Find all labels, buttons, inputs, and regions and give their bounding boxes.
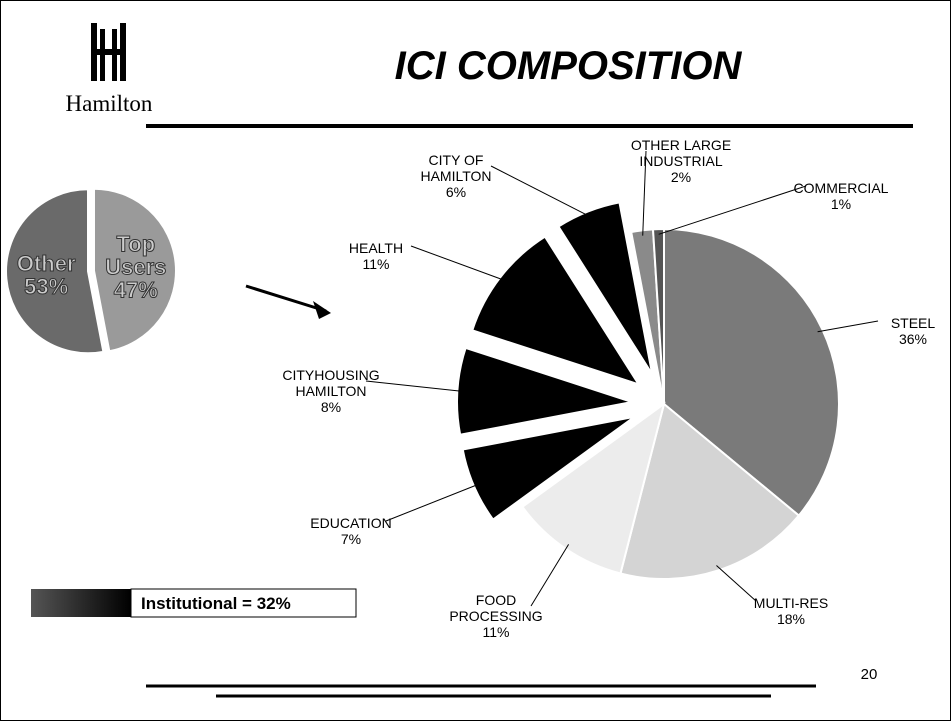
pie-slice: [651, 227, 665, 405]
pie-slice: [92, 187, 177, 353]
leader-line: [642, 150, 647, 236]
leader-line: [410, 245, 505, 281]
slice-label: HEALTH 11%: [321, 240, 431, 272]
slice-category: Other: [16, 251, 76, 277]
pie-slice: [557, 201, 654, 375]
leader-line: [817, 320, 879, 333]
slice-label: CITY OF HAMILTON 6%: [401, 152, 511, 200]
leader-line: [530, 544, 570, 607]
slice-label: FOOD PROCESSING 11%: [441, 592, 551, 640]
slice-label: CITYHOUSING HAMILTON 8%: [276, 367, 386, 415]
slice-value: 53%: [24, 274, 69, 300]
slice-value: 7%: [340, 531, 362, 547]
slice-category: COMMERCIAL: [793, 180, 889, 196]
slice-value: 1%: [830, 196, 852, 212]
pie-slice: [5, 188, 105, 355]
slice-category: EDUCATION: [310, 515, 392, 531]
slice-value: 36%: [898, 331, 928, 347]
legend-swatch: [31, 589, 131, 617]
logo-icon: [91, 23, 126, 81]
arrow-head: [313, 301, 331, 319]
pie-slice: [663, 227, 840, 517]
logo-text: Hamilton: [66, 91, 153, 116]
page-number: 20: [861, 666, 878, 683]
slice-value: 18%: [776, 611, 806, 627]
slice-category: OTHER LARGE INDUSTRIAL: [630, 137, 732, 169]
slide-title: ICI COMPOSITION: [395, 44, 743, 88]
slice-value: 2%: [670, 169, 692, 185]
leader-line: [716, 565, 757, 602]
arrow: [245, 284, 327, 313]
pie-slice: [471, 235, 642, 387]
leader-line: [490, 165, 590, 217]
slice-category: STEEL: [890, 315, 936, 331]
slice-value: 6%: [445, 184, 467, 200]
slice-category: CITYHOUSING HAMILTON: [282, 367, 380, 399]
slice-label: STEEL 36%: [858, 315, 950, 347]
slice-category: CITY OF HAMILTON: [420, 152, 492, 184]
slice-label: COMMERCIAL 1%: [786, 180, 896, 212]
leader-line: [658, 185, 807, 235]
slice-value: 11%: [482, 624, 510, 640]
slice-label: MULTI-RES 18%: [736, 595, 846, 627]
slice-label: Other 53%: [11, 251, 81, 300]
slice-value: 8%: [320, 399, 342, 415]
slice-value: 47%: [113, 277, 158, 303]
legend-box: [130, 588, 357, 618]
pie-slice: [619, 402, 801, 580]
slice-category: MULTI-RES: [753, 595, 829, 611]
slice-label: EDUCATION 7%: [296, 515, 406, 547]
leader-line: [385, 483, 480, 522]
slice-category: HEALTH: [348, 240, 404, 256]
leader-line: [365, 380, 463, 392]
slice-label: OTHER LARGE INDUSTRIAL 2%: [626, 137, 736, 185]
slice-label: Top Users 47%: [101, 231, 171, 303]
slice-value: 11%: [362, 256, 390, 272]
legend-text: Institutional = 32%: [141, 594, 291, 613]
slice-category: FOOD PROCESSING: [449, 592, 543, 624]
slice-category: Top Users: [105, 231, 167, 280]
